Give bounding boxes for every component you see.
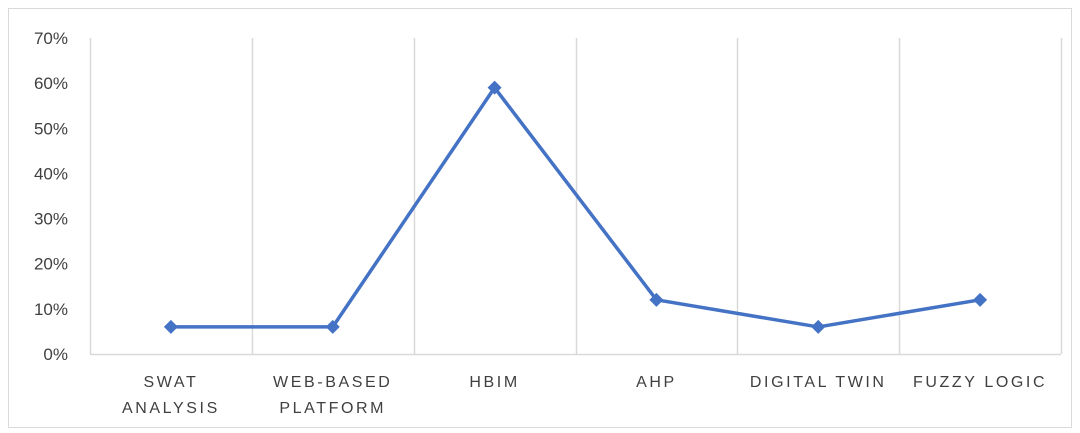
x-tick-label: HBIM [469,374,519,391]
x-tick-label-line: PLATFORM [279,400,386,417]
y-tick-label: 70% [34,29,68,48]
data-point-marker [163,319,178,334]
x-tick-label-line: FUZZY LOGIC [913,374,1047,391]
data-point-marker [811,319,826,334]
data-point-marker [649,292,664,307]
x-tick-label-line: HBIM [469,374,519,391]
x-tick-label-line: WEB-BASED [273,374,392,391]
x-tick-label-line: SWAT [143,374,198,391]
y-tick-label: 40% [34,164,68,183]
x-tick-label-line: ANALYSIS [122,400,220,417]
x-tick-label-line: AHP [636,374,677,391]
y-tick-label: 50% [34,119,68,138]
y-tick-label: 60% [34,74,68,93]
x-tick-label-line: DIGITAL TWIN [750,374,887,391]
y-tick-label: 30% [34,210,68,229]
chart-frame [8,8,1072,428]
data-point-marker [487,80,502,95]
data-point-marker [325,319,340,334]
y-tick-label: 10% [34,300,68,319]
series-line [169,85,982,329]
y-tick-label: 20% [34,255,68,274]
x-tick-label: WEB-BASED PLATFORM [273,374,392,417]
x-tick-label: SWAT ANALYSIS [122,374,220,417]
x-tick-label: DIGITAL TWIN [750,374,887,391]
x-tick-label: FUZZY LOGIC [913,374,1047,391]
x-tick-label: AHP [636,374,677,391]
y-tick-label: 0% [43,345,68,364]
data-point-marker [973,292,988,307]
